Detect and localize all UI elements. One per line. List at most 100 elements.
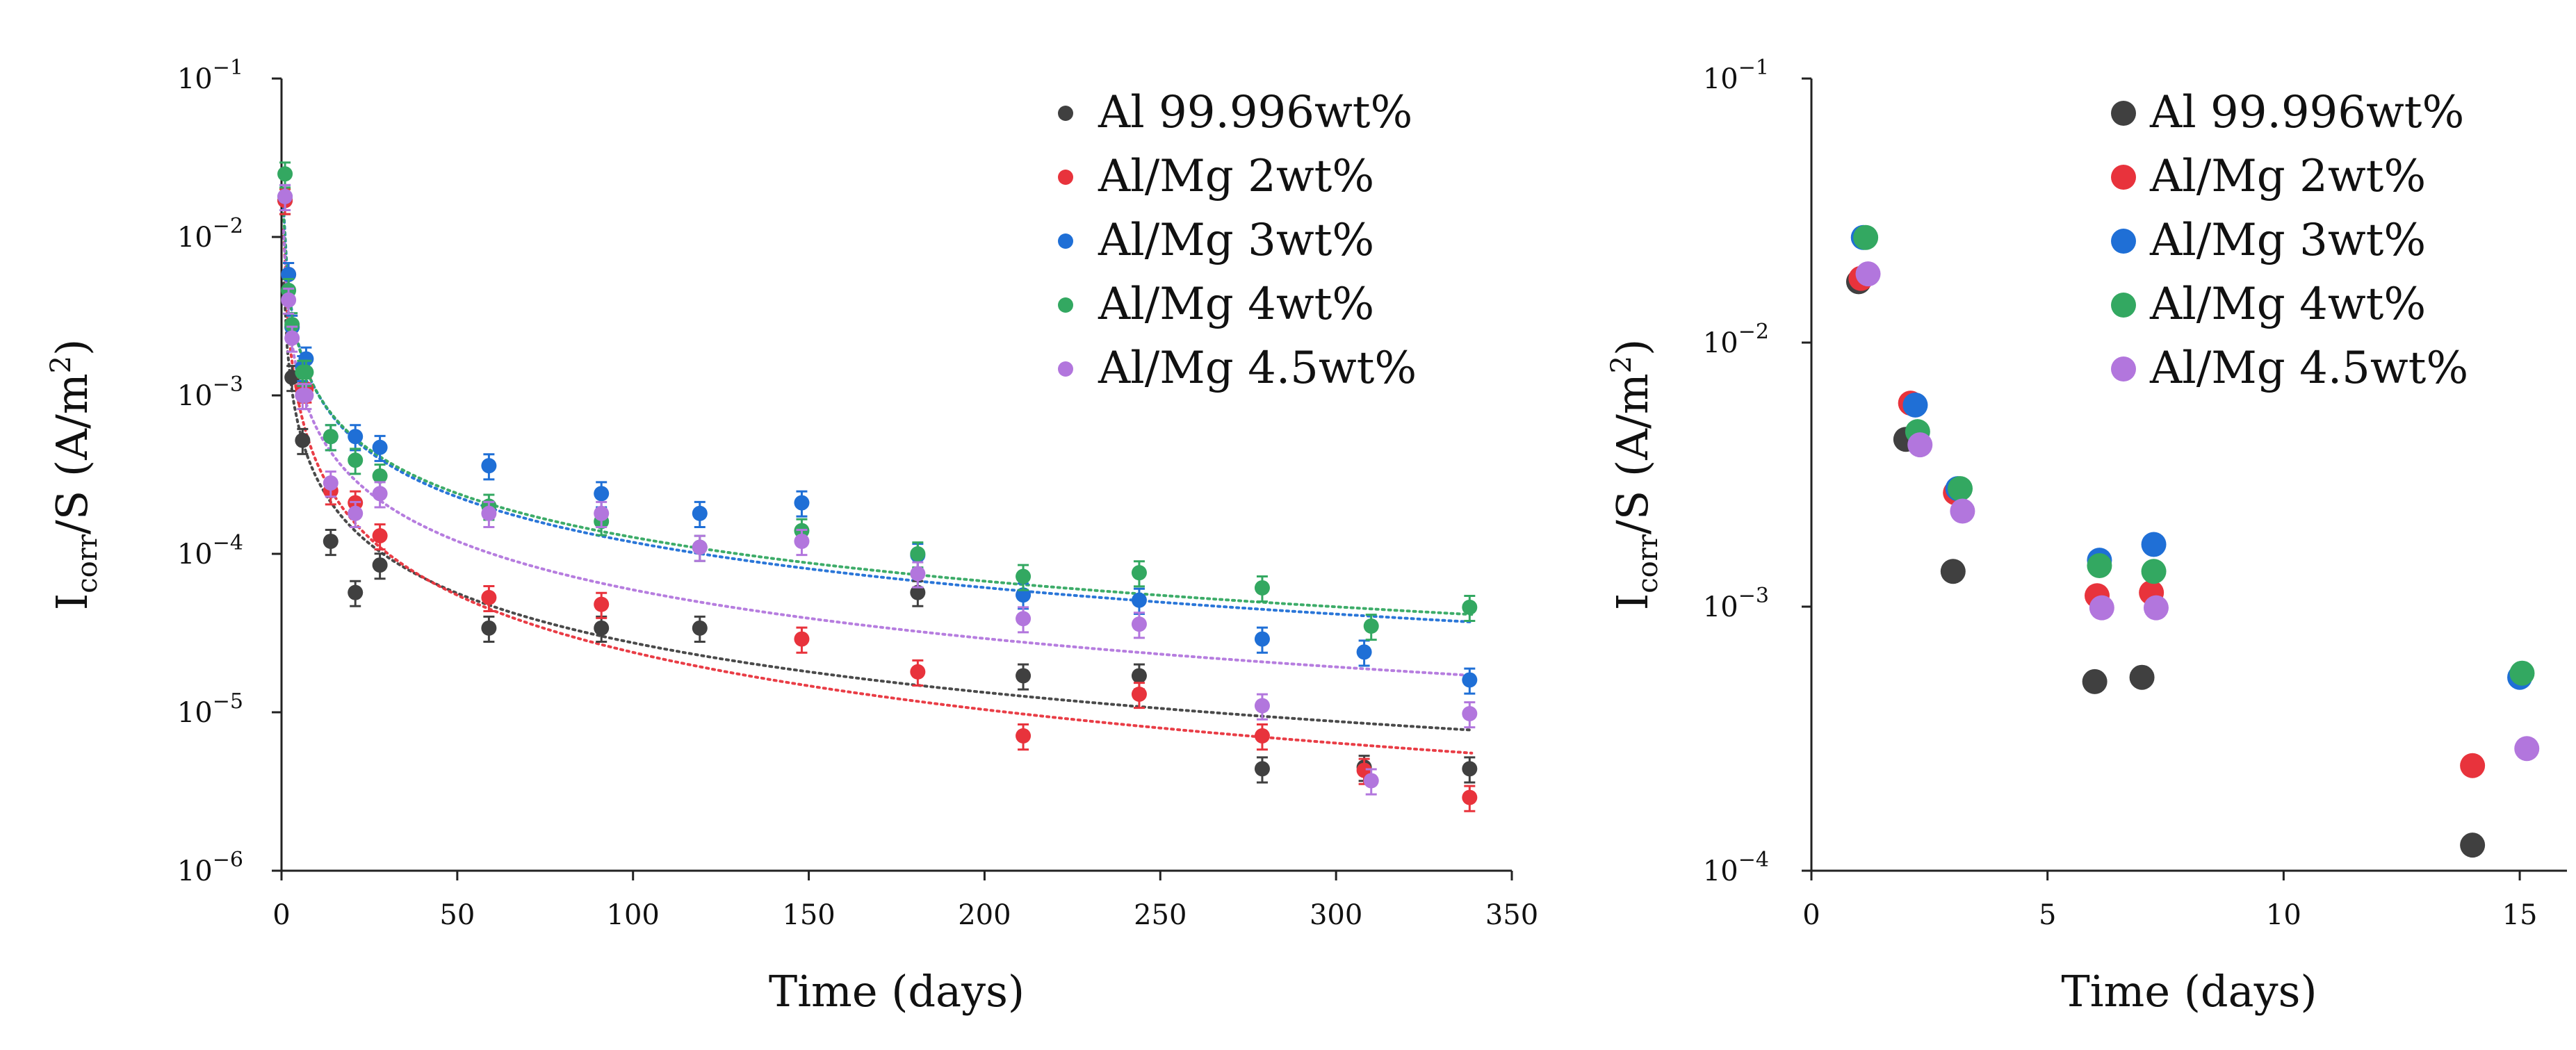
legend-marker <box>1058 361 1073 377</box>
data-point <box>1131 592 1147 608</box>
data-point <box>481 505 497 521</box>
y-tick-exponent: −3 <box>1738 584 1769 608</box>
y-axis-title-part: 2 <box>1606 356 1638 373</box>
data-point <box>692 620 708 636</box>
x-tick-label: 10 <box>2266 899 2301 931</box>
data-point <box>2460 753 2486 778</box>
legend-label: Al/Mg 4.5wt% <box>2149 343 2468 394</box>
data-point <box>594 486 610 502</box>
y-axis-title-part: ) <box>1607 339 1658 356</box>
y-tick-label: 10−4 <box>177 531 243 571</box>
legend-marker <box>2111 293 2136 318</box>
x-tick-label: 50 <box>439 899 475 931</box>
data-point <box>2087 552 2112 578</box>
y-tick-base: 10 <box>177 222 213 254</box>
legend-label: Al/Mg 4.5wt% <box>1098 343 1417 394</box>
y-tick-base: 10 <box>1703 63 1738 95</box>
series-group <box>277 161 1478 641</box>
y-tick-exponent: −6 <box>213 848 243 872</box>
data-point <box>348 584 364 600</box>
data-point <box>1356 644 1372 660</box>
y-axis-title-part: /S (A/m <box>47 373 97 534</box>
legend-label: Al 99.996wt% <box>2149 87 2464 138</box>
y-tick-base: 10 <box>177 63 213 95</box>
data-point <box>348 429 364 445</box>
data-point <box>910 664 926 680</box>
y-tick-base: 10 <box>1703 591 1738 623</box>
y-tick-label: 10−5 <box>177 689 243 729</box>
data-point <box>1853 224 1879 250</box>
x-tick-label: 350 <box>1485 899 1538 931</box>
data-point <box>1363 773 1379 789</box>
data-point <box>1254 698 1270 714</box>
data-point <box>1462 789 1478 805</box>
y-tick-exponent: −1 <box>213 56 243 80</box>
data-point <box>348 505 364 521</box>
y-axis-title: Icorr/S (A/m2) <box>1606 339 1664 611</box>
x-axis-title: Time (days) <box>2061 966 2317 1017</box>
trendline <box>282 212 1474 616</box>
data-point <box>348 452 364 468</box>
legend-marker <box>2111 101 2136 126</box>
legend: Al 99.996wt% Al/Mg 2wt% Al/Mg 3wt% Al/Mg 4w… <box>1058 87 1417 394</box>
data-point <box>372 528 388 544</box>
y-tick-label: 10−6 <box>177 848 243 887</box>
data-point <box>1363 618 1379 634</box>
data-point <box>1016 568 1032 584</box>
data-point <box>1907 432 1933 458</box>
series-group <box>1855 261 2540 762</box>
y-axis-title-part: I <box>1607 593 1658 611</box>
data-point <box>1016 587 1032 603</box>
data-point <box>910 546 926 561</box>
legend-label: Al/Mg 3wt% <box>2149 215 2426 266</box>
x-tick-label: 250 <box>1134 899 1187 931</box>
data-point <box>2082 668 2108 694</box>
y-tick-exponent: −4 <box>213 531 243 555</box>
x-tick-label: 200 <box>958 899 1011 931</box>
data-point <box>1254 580 1270 596</box>
data-point <box>1462 761 1478 777</box>
data-point <box>281 292 297 308</box>
y-tick-label: 10−3 <box>1703 584 1769 623</box>
y-tick-base: 10 <box>177 697 213 729</box>
data-point <box>323 475 339 491</box>
data-point <box>323 429 339 445</box>
trendline <box>282 228 1474 755</box>
data-point <box>2514 736 2540 762</box>
data-point <box>2143 595 2169 621</box>
y-tick-label: 10−1 <box>1703 56 1769 95</box>
y-tick-base: 10 <box>177 380 213 412</box>
data-point <box>1855 261 1881 287</box>
x-tick-label: 0 <box>272 899 290 931</box>
legend-marker <box>2111 356 2136 382</box>
data-point <box>1940 559 1966 584</box>
data-point <box>1131 565 1147 581</box>
data-point <box>2460 832 2486 858</box>
y-tick-label: 10−2 <box>177 214 243 254</box>
data-point <box>298 388 314 403</box>
data-point <box>1462 599 1478 615</box>
y-tick-exponent: −2 <box>1738 320 1769 344</box>
trendline <box>282 275 1474 732</box>
data-point <box>481 589 497 605</box>
y-tick-label: 10−3 <box>177 372 243 412</box>
x-tick-label: 5 <box>2039 899 2056 931</box>
y-axis-title-part: I <box>47 593 97 611</box>
y-tick-base: 10 <box>177 539 213 571</box>
data-point <box>481 620 497 636</box>
data-point <box>1131 616 1147 632</box>
y-tick-exponent: −1 <box>1738 56 1769 80</box>
data-point <box>594 620 610 636</box>
y-tick-label: 10−4 <box>1703 848 1769 887</box>
y-tick-label: 10−2 <box>1703 320 1769 359</box>
x-tick-label: 0 <box>1802 899 1820 931</box>
data-point <box>372 439 388 455</box>
data-point <box>1131 668 1147 684</box>
data-point <box>1254 728 1270 744</box>
legend-marker <box>1058 106 1073 121</box>
data-point <box>1016 668 1032 684</box>
data-point <box>284 317 300 333</box>
legend-marker <box>1058 297 1073 313</box>
data-point <box>910 584 926 600</box>
